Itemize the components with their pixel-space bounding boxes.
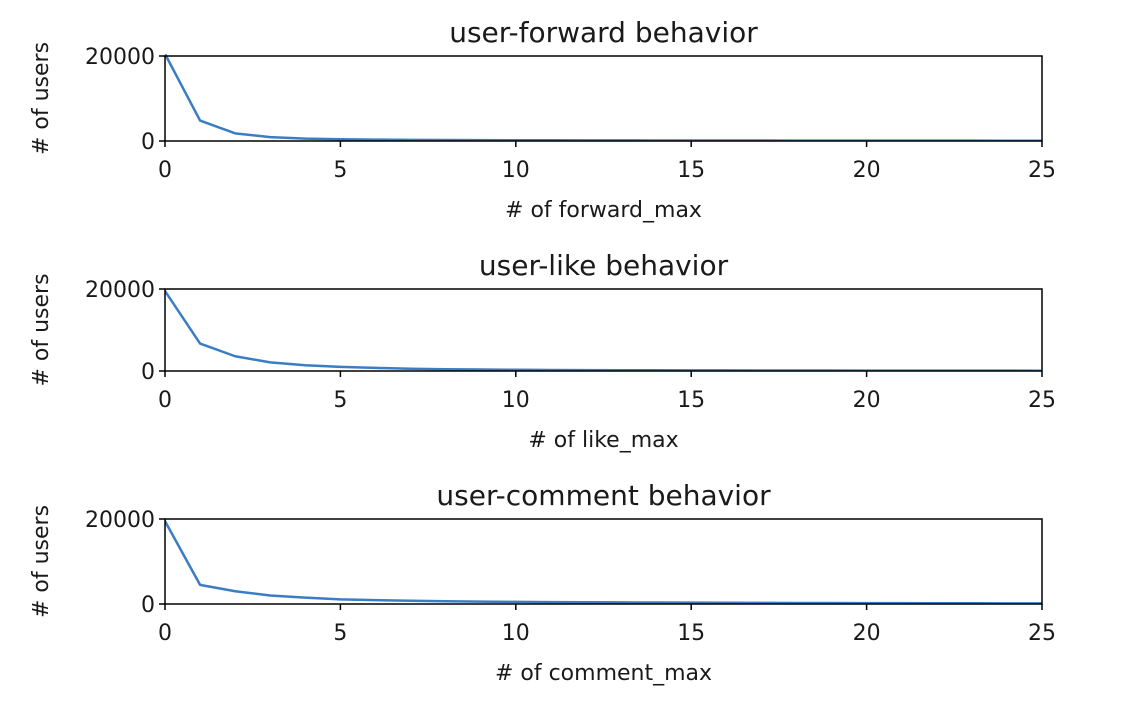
chart-title: user-comment behavior (436, 479, 771, 512)
y-tick-label: 0 (141, 593, 155, 618)
series-line-3 (165, 519, 1042, 604)
x-tick-label: 10 (502, 158, 530, 183)
x-axis-label: # of comment_max (495, 661, 712, 686)
chart-title: user-forward behavior (449, 16, 758, 49)
x-tick-label: 15 (677, 621, 705, 646)
chart-title: user-like behavior (479, 249, 729, 282)
axes-frame (164, 55, 1043, 142)
axes-frame (164, 518, 1043, 605)
x-axis-label: # of like_max (528, 428, 678, 453)
x-tick-label: 20 (853, 388, 881, 413)
axes-frame (164, 288, 1043, 372)
x-tick-label: 25 (1028, 388, 1056, 413)
y-axis-label: # of users (29, 42, 54, 155)
x-tick-label: 10 (502, 388, 530, 413)
x-tick-label: 5 (333, 388, 347, 413)
series-line-1 (165, 54, 1042, 141)
y-axis-label: # of users (29, 273, 54, 386)
x-tick-label: 0 (158, 621, 172, 646)
x-tick-label: 5 (333, 158, 347, 183)
x-axis-label: # of forward_max (505, 198, 702, 223)
x-tick-label: 15 (677, 388, 705, 413)
subplot-3: 0 5 10 15 20 25 0 20000 user-comment behavior # o… (29, 479, 1056, 686)
series-line-2 (165, 289, 1042, 371)
subplot-2: 0 5 10 15 20 25 0 20000 user-like behavior # of l… (29, 249, 1056, 453)
x-tick-label: 10 (502, 621, 530, 646)
y-tick-label: 20000 (85, 278, 155, 303)
x-tick-label: 15 (677, 158, 705, 183)
x-tick-label: 5 (333, 621, 347, 646)
x-tick-label: 0 (158, 158, 172, 183)
x-tick-label: 25 (1028, 621, 1056, 646)
y-tick-label: 20000 (85, 45, 155, 70)
x-tick-label: 20 (853, 621, 881, 646)
x-tick-label: 25 (1028, 158, 1056, 183)
y-tick-label: 0 (141, 360, 155, 385)
y-tick-label: 20000 (85, 508, 155, 533)
subplot-1: 0 5 10 15 20 25 0 20000 user-forward behavior # o… (29, 16, 1056, 223)
x-tick-label: 0 (158, 388, 172, 413)
y-tick-label: 0 (141, 130, 155, 155)
y-axis-label: # of users (29, 505, 54, 618)
x-tick-label: 20 (853, 158, 881, 183)
